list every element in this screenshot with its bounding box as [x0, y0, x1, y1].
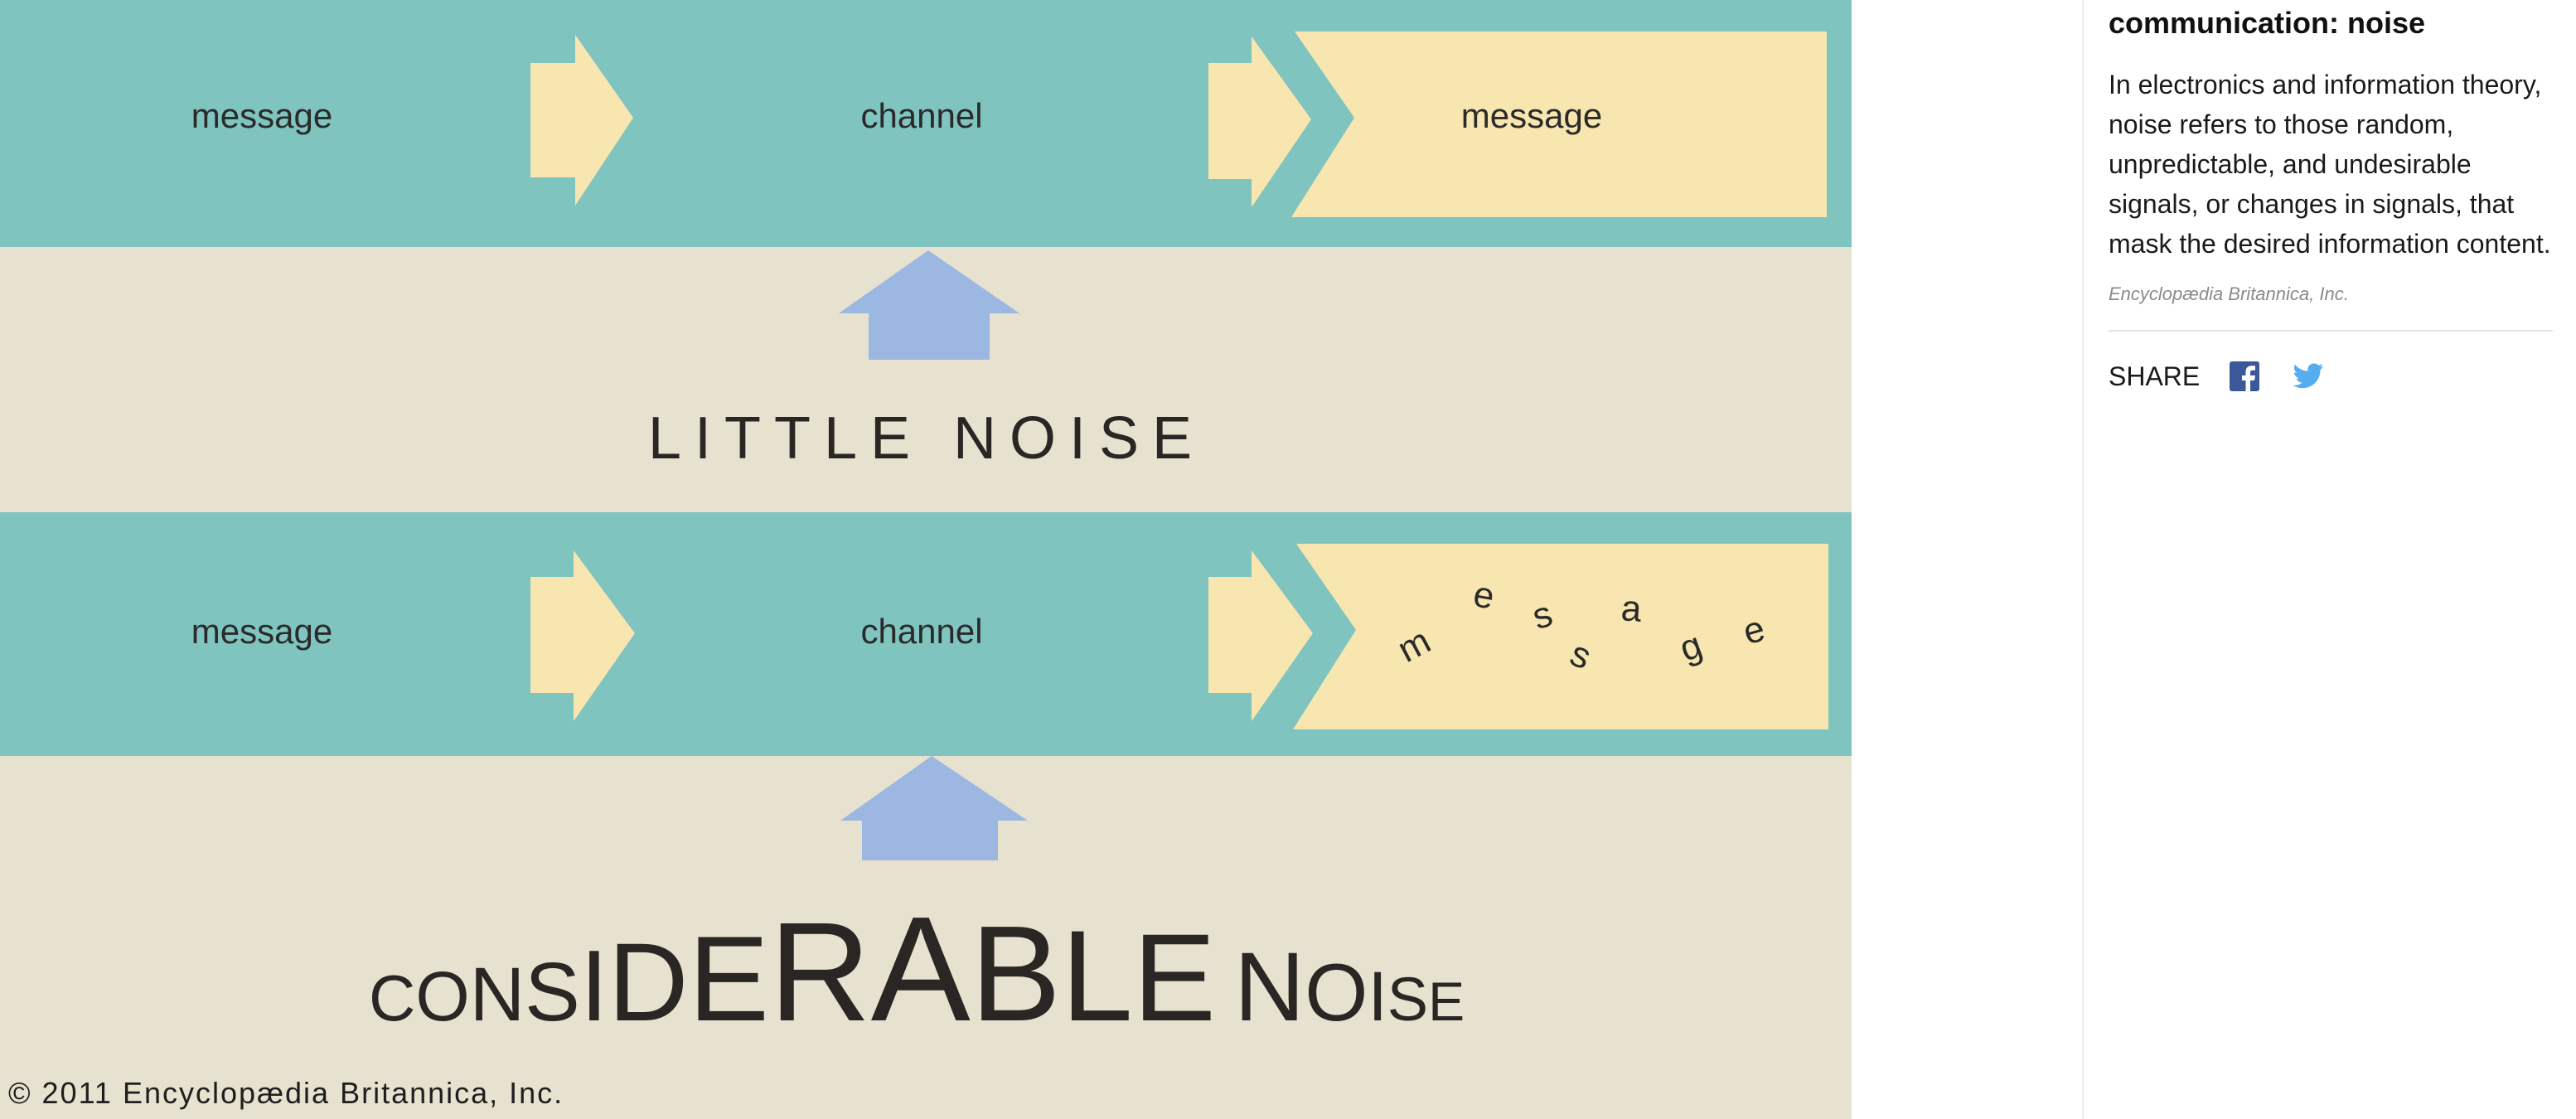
- noise-letter: B: [970, 898, 1062, 1049]
- little-noise-arrow: [839, 250, 1019, 360]
- bottom-arrow-2: [1208, 550, 1313, 721]
- twitter-icon[interactable]: [2291, 360, 2324, 393]
- considerable-noise-arrow: [840, 756, 1028, 860]
- noise-letter: S: [1387, 965, 1429, 1034]
- noise-letter: R: [768, 894, 871, 1051]
- caption-body: In electronics and information theory, n…: [2109, 70, 2551, 259]
- noise-letter: L: [1061, 904, 1133, 1049]
- noise-letter: I: [1368, 957, 1387, 1035]
- noise-letter: N: [469, 952, 525, 1037]
- bottom-channel-label: channel: [860, 612, 983, 651]
- noise-letter: I: [579, 929, 608, 1042]
- noise-letter: O: [415, 957, 470, 1035]
- copyright-notice: © 2011 Encyclopædia Britannica, Inc.: [8, 1076, 564, 1110]
- share-label: SHARE: [2109, 361, 2201, 391]
- little-noise-label: LITTLE NOISE: [647, 405, 1206, 472]
- caption-title: communication: noise: [2109, 6, 2426, 40]
- top-channel-label: channel: [860, 96, 983, 135]
- top-arrow-2: [1208, 36, 1311, 207]
- panel-divider: [2082, 0, 2084, 1119]
- top-receiver-box: [1291, 31, 1827, 217]
- top-receiver-label: message: [1460, 96, 1603, 135]
- noise-letter: O: [1305, 947, 1368, 1038]
- top-arrow-1: [530, 35, 633, 206]
- scrambled-letter-a: a: [1620, 588, 1644, 630]
- noise-letter: C: [369, 962, 416, 1034]
- bottom-receiver-box: [1293, 544, 1828, 729]
- considerable-noise-label: CONSIDERABLE NOISE: [369, 895, 1465, 1044]
- caption-divider: [2109, 330, 2553, 332]
- caption-panel: communication: noise In electronics and …: [2109, 0, 2556, 393]
- noise-letter: D: [608, 921, 689, 1044]
- share-row: SHARE: [2109, 360, 2556, 393]
- noise-letter: N: [1233, 932, 1305, 1042]
- noise-letter: E: [1132, 908, 1216, 1047]
- bottom-arrow-1: [530, 550, 635, 721]
- noise-letter: S: [525, 946, 580, 1039]
- noise-letter: A: [870, 886, 971, 1053]
- diagram-figure: message channel message LITTLE NOISE mes…: [0, 0, 1852, 1119]
- noise-letter: E: [1428, 971, 1465, 1032]
- caption-credit: Encyclopædia Britannica, Inc.: [2109, 283, 2349, 304]
- noise-letter: E: [688, 911, 769, 1046]
- facebook-icon[interactable]: [2228, 360, 2261, 393]
- top-sender-label: message: [191, 96, 333, 135]
- bottom-sender-label: message: [191, 612, 333, 651]
